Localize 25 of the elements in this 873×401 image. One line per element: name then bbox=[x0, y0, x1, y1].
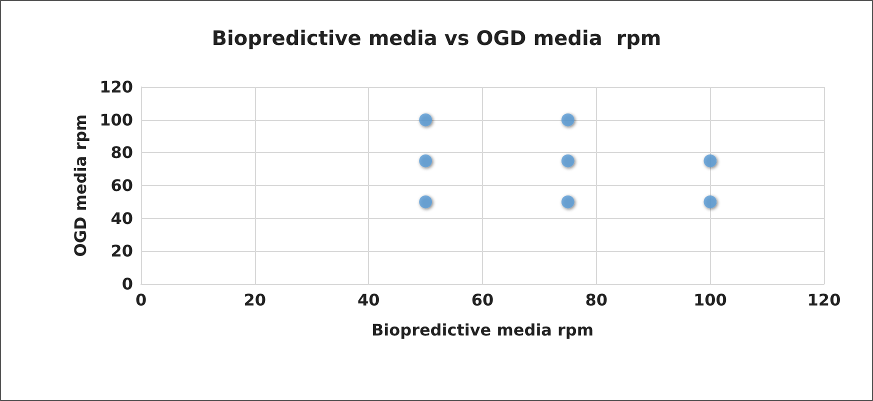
x-tick-label: 0 bbox=[135, 290, 147, 310]
x-tick-label: 80 bbox=[585, 290, 608, 310]
point bbox=[561, 154, 574, 168]
x-axis-title: Biopredictive media rpm bbox=[371, 320, 594, 340]
point bbox=[561, 113, 574, 126]
point bbox=[419, 195, 432, 208]
x-tick-label: 100 bbox=[693, 290, 727, 310]
y-tick-label: 120 bbox=[100, 78, 133, 96]
point bbox=[419, 113, 432, 126]
y-tick-label: 0 bbox=[122, 274, 133, 294]
point bbox=[704, 195, 717, 208]
x-tick-label: 20 bbox=[244, 290, 266, 310]
x-tick-label: 40 bbox=[358, 290, 380, 310]
x-tick-label: 60 bbox=[471, 290, 494, 310]
y-tick-label: 20 bbox=[110, 242, 133, 261]
y-tick-label: 40 bbox=[110, 208, 133, 228]
point bbox=[704, 154, 717, 168]
point bbox=[561, 195, 574, 208]
y-tick-label: 100 bbox=[100, 110, 133, 130]
point bbox=[419, 154, 432, 168]
y-tick-label: 80 bbox=[110, 143, 133, 162]
chart-title: Biopredictive media vs OGD media rpm bbox=[212, 26, 662, 50]
y-axis-title: OGD media rpm bbox=[71, 114, 90, 257]
x-tick-label: 120 bbox=[807, 290, 841, 310]
y-tick-label: 60 bbox=[110, 176, 133, 195]
